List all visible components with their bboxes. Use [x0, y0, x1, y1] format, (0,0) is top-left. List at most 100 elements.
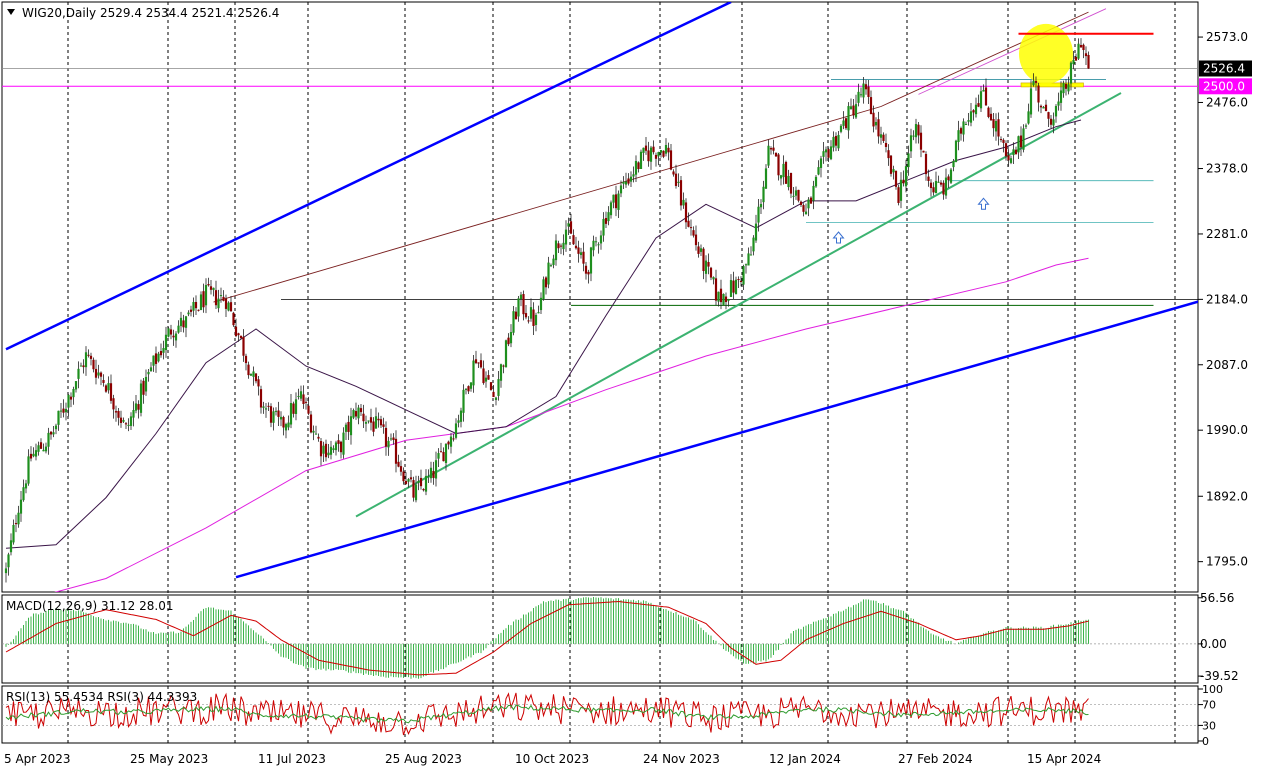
candle-body	[444, 444, 448, 463]
candle-body	[642, 147, 645, 153]
candle-body	[607, 212, 610, 222]
candle-body	[762, 186, 765, 203]
candle-body	[17, 512, 20, 525]
candle-body	[852, 105, 855, 116]
candle-body	[7, 554, 10, 568]
candle-body	[199, 294, 203, 311]
candle-body	[339, 441, 343, 453]
candle-body	[84, 352, 88, 368]
candle-body	[262, 406, 265, 408]
macd-tick-label: 0.00	[1200, 637, 1227, 651]
candle-body	[857, 91, 860, 103]
candle-body	[884, 142, 888, 147]
candle-body	[927, 176, 930, 181]
candle-body	[72, 389, 75, 398]
candle-body	[349, 416, 353, 436]
candle-body	[459, 410, 463, 422]
candle-body	[1019, 135, 1023, 148]
y-tick-label: 2476.0	[1206, 95, 1248, 109]
candle-body	[724, 296, 728, 302]
macd-header: MACD(12,26,9) 31.12 28.01	[6, 599, 173, 613]
candle-body	[1044, 104, 1048, 112]
candle-body	[742, 266, 745, 285]
candle-body	[864, 84, 868, 90]
candle-body	[569, 221, 573, 234]
candle-body	[504, 340, 508, 368]
candle-body	[447, 441, 450, 445]
candle-body	[777, 154, 780, 176]
candle-body	[229, 302, 233, 312]
candle-body	[812, 185, 815, 201]
candle-body	[879, 134, 883, 138]
y-tick-label: 2087.0	[1206, 358, 1248, 372]
candle-body	[922, 150, 925, 153]
candle-body	[822, 151, 825, 157]
candle-body	[152, 355, 155, 366]
candle-body	[1024, 125, 1028, 127]
x-tick-label: 25 May 2023	[130, 752, 208, 766]
candle-body	[897, 187, 900, 203]
candle-body	[769, 148, 773, 150]
candle-body	[364, 422, 368, 424]
candle-body	[49, 431, 53, 435]
candle-body	[492, 391, 495, 398]
candle-body	[772, 147, 775, 151]
candle-body	[279, 416, 283, 420]
candle-body	[782, 163, 785, 178]
candle-body	[1079, 45, 1083, 48]
x-tick-label: 24 Nov 2023	[643, 752, 720, 766]
candle-body	[744, 264, 748, 266]
candle-body	[102, 380, 105, 383]
candle-body	[1039, 105, 1043, 108]
candle-body	[1047, 112, 1050, 119]
candle-body	[259, 389, 263, 408]
candle-body	[817, 167, 820, 175]
candle-body	[859, 94, 863, 96]
y-tick-label: 1795.0	[1206, 555, 1248, 569]
candle-body	[739, 280, 743, 282]
candle-body	[267, 405, 270, 407]
candle-body	[482, 368, 485, 384]
rsi-panel-frame	[1, 685, 1199, 744]
candle-body	[219, 295, 223, 297]
y-tick-label: 2184.0	[1206, 292, 1248, 306]
candle-body	[1002, 139, 1005, 143]
candle-body	[519, 294, 523, 300]
candle-body	[44, 446, 48, 452]
candle-body	[164, 334, 168, 351]
candle-body	[139, 383, 143, 413]
candle-body	[107, 383, 110, 391]
candle-body	[389, 438, 393, 440]
candle-body	[1022, 128, 1025, 150]
candle-body	[524, 313, 528, 318]
candle-body	[432, 470, 435, 478]
candle-body	[187, 312, 190, 315]
candle-body	[202, 291, 205, 308]
candle-body	[969, 111, 973, 123]
candle-body	[382, 424, 385, 427]
candle-body	[599, 235, 603, 244]
candle-body	[32, 453, 35, 457]
candle-body	[877, 119, 880, 137]
candle-body	[512, 311, 515, 333]
candle-body	[357, 407, 360, 419]
collapse-triangle-icon[interactable]	[7, 9, 15, 15]
candle-body	[709, 267, 713, 278]
candle-body	[502, 365, 505, 367]
candle-body	[484, 377, 488, 382]
candle-body	[804, 211, 808, 215]
candle-body	[862, 83, 865, 98]
candle-body	[282, 417, 285, 428]
candle-body	[92, 359, 95, 370]
candle-body	[254, 373, 258, 382]
candle-body	[317, 436, 320, 439]
candle-body	[19, 499, 23, 514]
macd-tick-label: 56.56	[1200, 591, 1234, 605]
y-tick-label: 1990.0	[1206, 423, 1248, 437]
candle-body	[529, 307, 533, 319]
candle-body	[224, 298, 228, 309]
candle-body	[954, 140, 958, 163]
rsi-tick-label: 100	[1202, 683, 1223, 696]
candle-body	[344, 424, 348, 432]
candle-body	[274, 410, 278, 412]
